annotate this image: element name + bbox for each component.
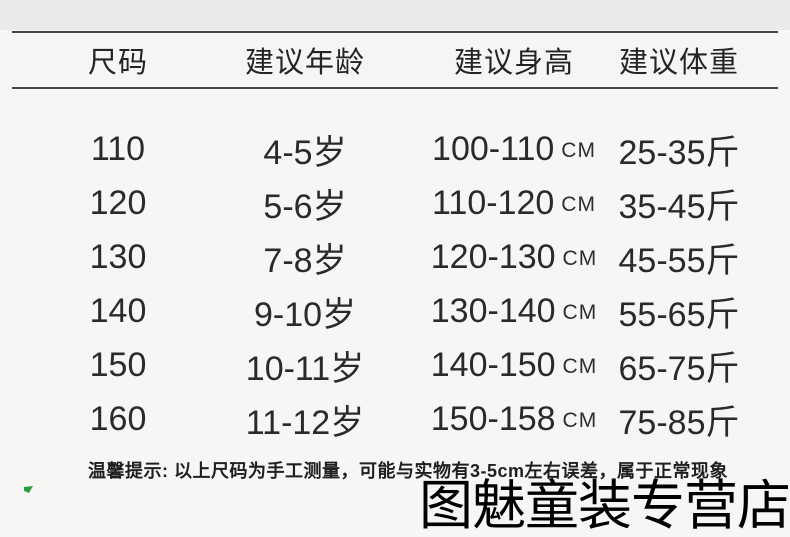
size-cell: 160: [89, 399, 147, 438]
height-range: 120-130: [430, 237, 556, 276]
height-range: 110-120: [432, 183, 555, 222]
height-cell: 120-130 CM: [400, 238, 610, 277]
age-cell: 7-8岁: [263, 241, 347, 280]
height-range: 140-150: [430, 345, 556, 384]
height-cell: 100-110 CM: [400, 130, 610, 169]
height-unit: CM: [562, 355, 598, 378]
height-range: 150-158: [430, 399, 556, 438]
table-body: 110 4-5岁 100-110 CM 25-35斤 120 5-6岁 110-…: [12, 122, 778, 446]
height-cell: 130-140 CM: [400, 292, 610, 331]
height-cell: 150-158 CM: [400, 400, 610, 439]
age-cell: 4-5岁: [263, 133, 347, 172]
weight-cell: 45-55斤: [618, 241, 740, 280]
store-name-watermark: 图魅童装专营店: [419, 476, 790, 537]
top-strip: [0, 0, 790, 30]
header-cell-age: 建议年龄: [244, 47, 365, 79]
table-header-row: 尺码 建议年龄 建议身高 建议体重: [12, 31, 778, 89]
measurement-disclaimer-note: 温馨提示: 以上尺码为手工测量，可能与实物有3-5cm左右误差，属于正常现象: [88, 461, 729, 481]
height-unit: CM: [562, 409, 598, 432]
size-cell: 110: [90, 129, 146, 168]
height-range: 130-140: [430, 291, 556, 330]
green-flag-icon: [24, 486, 33, 493]
table-row-130: 130 7-8岁 120-130 CM 45-55斤: [12, 230, 778, 284]
table-row-140: 140 9-10岁 130-140 CM 55-65斤: [12, 284, 778, 338]
height-unit: CM: [561, 193, 596, 216]
header-cell-weight: 建议体重: [618, 47, 739, 79]
table-row-120: 120 5-6岁 110-120 CM 35-45斤: [12, 176, 778, 230]
header-cell-height: 建议身高: [453, 47, 574, 79]
weight-cell: 75-85斤: [618, 403, 740, 442]
table-row-160: 160 11-12岁 150-158 CM 75-85斤: [12, 392, 778, 446]
size-cell: 120: [89, 183, 147, 222]
weight-cell: 35-45斤: [618, 187, 740, 226]
table-row-110: 110 4-5岁 100-110 CM 25-35斤: [12, 122, 778, 176]
height-cell: 110-120 CM: [400, 184, 610, 223]
age-cell: 5-6岁: [263, 187, 347, 226]
weight-cell: 25-35斤: [618, 133, 740, 172]
height-unit: CM: [562, 301, 598, 324]
height-unit: CM: [562, 247, 598, 270]
header-cell-size: 尺码: [87, 47, 148, 79]
age-cell: 11-12岁: [245, 403, 365, 442]
size-cell: 150: [89, 345, 147, 384]
height-unit: CM: [561, 139, 596, 162]
size-cell: 140: [89, 291, 147, 330]
weight-cell: 55-65斤: [618, 295, 740, 334]
age-cell: 9-10岁: [253, 295, 357, 334]
height-range: 100-110: [432, 129, 555, 168]
age-cell: 10-11岁: [245, 349, 365, 388]
size-cell: 130: [89, 237, 147, 276]
height-cell: 140-150 CM: [400, 346, 610, 385]
table-row-150: 150 10-11岁 140-150 CM 65-75斤: [12, 338, 778, 392]
weight-cell: 65-75斤: [618, 349, 740, 388]
